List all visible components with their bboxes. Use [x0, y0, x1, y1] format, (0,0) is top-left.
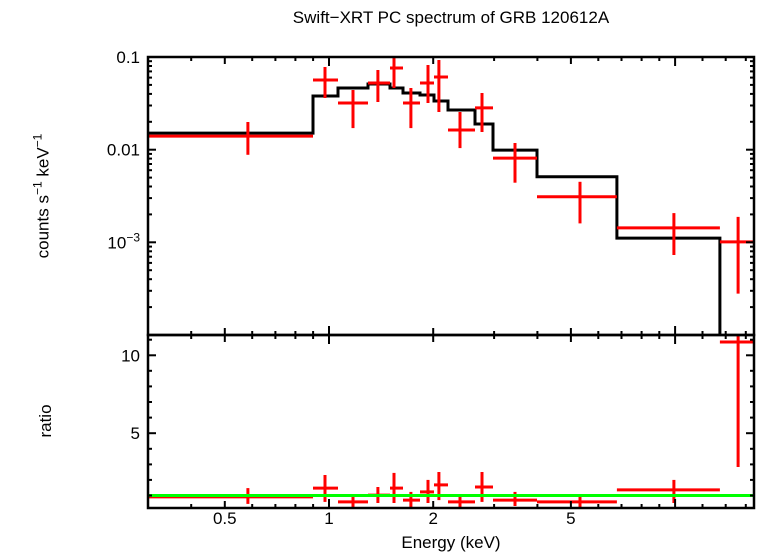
- data-point-cross: [448, 495, 475, 508]
- axis-tick-label: 5: [566, 509, 575, 528]
- data-point-cross: [390, 57, 403, 88]
- model-step-line: [148, 82, 722, 335]
- spectrum-data-points: [148, 57, 754, 294]
- ratio-data-points: [148, 335, 754, 508]
- data-point-cross: [537, 181, 617, 224]
- data-point-cross: [313, 475, 338, 502]
- axis-tick-label: 0.5: [213, 509, 237, 528]
- data-point-cross: [368, 70, 390, 102]
- axis-tick-label: 10−3: [107, 230, 140, 252]
- data-point-cross: [616, 479, 720, 503]
- ratio-panel-frame: [146, 333, 756, 510]
- data-point-cross: [313, 67, 338, 98]
- axis-tick-label: 1: [324, 509, 333, 528]
- data-point-cross: [390, 472, 403, 503]
- data-point-cross: [420, 65, 434, 103]
- axis-tick-label: 0.1: [116, 48, 140, 67]
- data-point-cross: [719, 335, 754, 467]
- x-axis-label: Energy (keV): [401, 533, 501, 552]
- data-point-cross: [420, 479, 434, 503]
- data-point-cross: [719, 216, 754, 294]
- data-point-cross: [616, 213, 720, 255]
- data-point-cross: [475, 93, 493, 132]
- axis-tick-label: 5: [131, 424, 140, 443]
- axis-tick-label: 10: [121, 346, 140, 365]
- data-point-cross: [434, 60, 448, 112]
- tick-labels: 0.1 0.01 10−3 5 10 0.5 1 2 5: [107, 48, 576, 528]
- axis-tick-label: 2: [428, 509, 437, 528]
- data-point-cross: [493, 143, 537, 183]
- data-point-cross: [148, 122, 313, 155]
- plot-title: Swift−XRT PC spectrum of GRB 120612A: [292, 8, 610, 27]
- axis-tick-label: 0.01: [107, 141, 140, 160]
- data-point-cross: [475, 472, 493, 502]
- data-point-cross: [537, 496, 617, 508]
- spectrum-panel-frame: [146, 55, 756, 337]
- data-point-cross: [448, 112, 475, 149]
- axis-ticks: [148, 56, 754, 508]
- data-point-cross: [338, 90, 368, 129]
- data-point-cross: [403, 88, 420, 129]
